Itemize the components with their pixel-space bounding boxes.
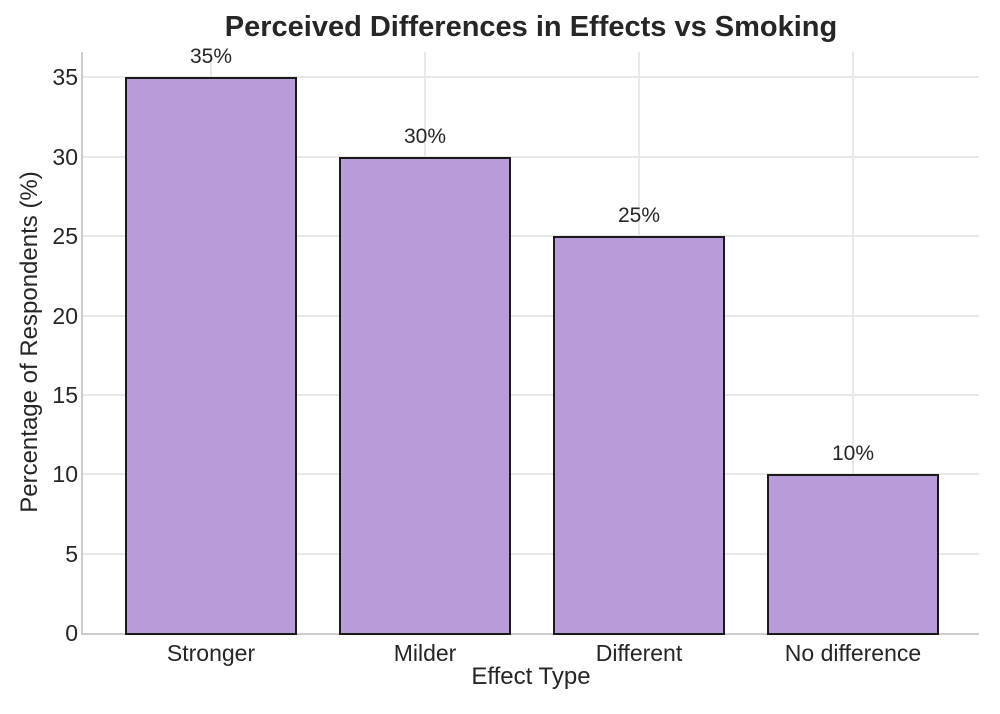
x-axis-spine [81, 633, 979, 635]
x-tick-label: No difference [784, 640, 922, 666]
y-axis-spine [81, 52, 83, 633]
y-tick-label: 15 [52, 381, 78, 408]
bar-value-label: 30% [403, 124, 447, 148]
y-tick-label: 35 [52, 64, 78, 91]
h-gridline [83, 314, 979, 317]
x-tick-label: Milder [393, 640, 457, 666]
y-tick-label: 10 [52, 461, 78, 488]
y-tick-label: 25 [52, 223, 78, 250]
h-gridline [83, 393, 979, 396]
y-tick-label: 20 [52, 302, 78, 329]
h-gridline [83, 552, 979, 555]
bar-value-label: 25% [617, 204, 661, 228]
h-gridline [83, 235, 979, 238]
h-gridline [83, 76, 979, 79]
bar-value-label: 10% [831, 442, 875, 466]
chart-title: Perceived Differences in Effects vs Smok… [224, 11, 838, 43]
bar [125, 77, 297, 635]
h-gridline [83, 155, 979, 158]
y-tick-label: 0 [65, 620, 78, 646]
y-tick-label: 5 [65, 540, 78, 567]
bar [767, 474, 939, 635]
bar-value-label: 35% [189, 45, 233, 69]
v-gridline [852, 52, 854, 633]
x-tick-label: Stronger [166, 640, 256, 666]
bar [553, 236, 725, 635]
bar [339, 156, 511, 635]
x-tick-label: Different [595, 640, 683, 666]
y-tick-label: 30 [52, 143, 78, 170]
h-gridline [83, 473, 979, 476]
x-axis-label: Effect Type [471, 663, 591, 690]
